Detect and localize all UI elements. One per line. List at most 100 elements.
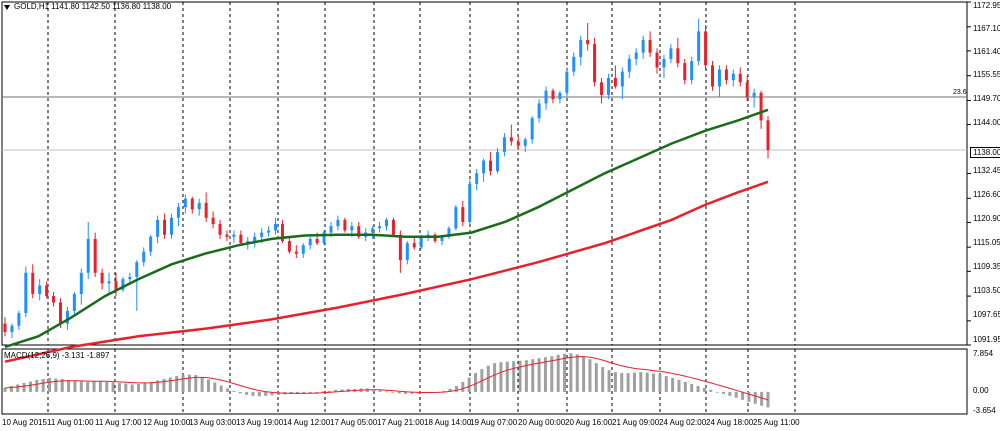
candle-body [52,296,56,303]
candle-body [378,226,382,229]
macd-bar [67,380,71,392]
time-axis-label: 19 Aug 07:00 [470,418,518,427]
candle-body [149,236,153,252]
chevron-down-icon[interactable] [4,4,10,10]
candle-body [260,232,264,237]
candle-body [461,207,465,222]
time-axis-label: 10 Aug 2015 [2,418,47,427]
candle-body [100,272,104,284]
candle-body [572,56,576,72]
symbol-name: GOLD,H1 [14,2,50,11]
macd-bar [200,377,204,392]
macd-bar [105,381,109,392]
candle-body [697,31,701,62]
macd-bar [92,381,96,392]
candle-body [385,219,388,227]
macd-bar [728,391,732,396]
candle-body [766,120,770,150]
macd-bar [715,391,719,393]
macd-bar [753,391,757,404]
time-axis-label: 18 Aug 14:00 [424,418,472,427]
macd-bar [505,361,509,392]
candle-body [128,277,132,280]
candle-body [613,78,617,87]
candle-body [579,39,583,57]
macd-bar [594,363,598,392]
candle-body [232,234,236,237]
macd-bar [378,390,382,392]
macd-bar [143,382,147,392]
macd-bar [175,376,179,392]
candle-body [93,238,97,273]
macd-bar [251,391,255,396]
macd-axis-label: 0.00 [973,386,989,395]
macd-bar [181,375,185,392]
macd-bar [448,388,452,392]
candle-body [717,69,721,87]
candle-body [551,90,555,100]
macd-bar [73,381,77,392]
macd-bar [232,390,236,392]
candle-body [65,310,69,324]
candle-body [79,272,83,294]
macd-bar [213,382,217,392]
time-axis-label: 11 Aug 17:00 [95,418,142,427]
candle-body [690,61,694,81]
price-axis-label: 1091.95 [973,335,1000,344]
macd-bar [28,381,32,392]
symbol-header: GOLD,H1 1141.80 1142.50 1136.80 1138.00 [4,2,171,12]
macd-bar [372,389,376,392]
macd-panel-frame [1,348,968,415]
price-axis-label: 1167.10 [973,24,1000,33]
candle-body [336,219,340,227]
candle-body [454,207,458,229]
time-axis-label: 24 Aug 02:00 [659,418,707,427]
current-price-label: 1138.00 [970,147,1000,158]
macd-bar [257,391,261,397]
candle-body [10,325,14,333]
macd-bar [334,389,338,392]
macd-bar [499,362,503,392]
candle-body [350,226,354,231]
macd-label: MACD(12,26,9) -3.131 -1.897 [4,351,110,360]
candle-body [704,31,708,66]
time-axis-label: 21 Aug 09:00 [612,418,660,427]
price-axis-label: 1132.45 [973,166,1000,175]
macd-axis-label: 7.854 [973,349,994,358]
candle-body [593,44,597,83]
macd-bar [607,370,611,392]
price-axis-label: 1172.95 [973,1,1000,10]
candle-body [17,313,21,326]
candle-body [711,65,715,87]
moving-average-fast [4,108,769,349]
candle-body [31,272,35,294]
macd-bar [569,353,573,392]
macd-bar [238,391,242,394]
candle-body [190,198,194,210]
macd-bar [404,391,408,394]
candle-body [586,39,590,45]
macd-bar [652,373,656,392]
candle-body [752,92,756,98]
candle-body [239,234,243,244]
macd-bar [454,385,458,392]
candle-body [274,224,278,231]
candle-body [86,238,90,273]
candle-body [225,234,229,237]
macd-bar [397,391,401,394]
candle-body [620,71,624,87]
candle-body [38,285,42,294]
macd-axis-label: -3.654 [973,406,996,415]
candle-body [537,103,541,119]
macd-bar [645,372,649,392]
candle-body [648,39,652,53]
macd-bar [308,391,312,393]
macd-bar [410,391,414,394]
candle-body [662,58,666,68]
candle-body [731,73,735,81]
time-axis-label: 20 Aug 16:00 [565,418,613,427]
candle-body [218,224,222,235]
candle-body [544,90,548,104]
